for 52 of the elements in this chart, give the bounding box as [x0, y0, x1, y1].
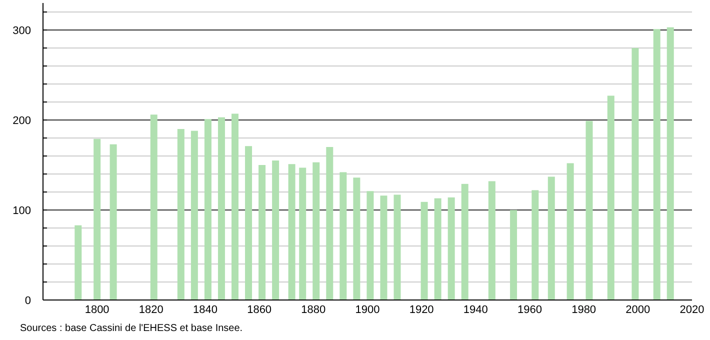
bar — [288, 164, 296, 300]
bar — [326, 147, 334, 300]
x-tick-label: 1860 — [247, 304, 272, 316]
bar — [666, 27, 674, 300]
x-tick-label: 1960 — [518, 304, 542, 316]
x-tick-label: 2020 — [680, 304, 704, 316]
bar — [607, 96, 614, 300]
bar — [94, 138, 101, 300]
bar — [632, 48, 639, 300]
bar — [177, 129, 184, 300]
x-tick-label: 1800 — [84, 304, 110, 316]
bar — [488, 181, 496, 300]
x-tick-label: 1820 — [138, 304, 164, 316]
x-tick-label: 1840 — [193, 304, 218, 316]
bar — [510, 210, 518, 300]
bar — [548, 176, 555, 300]
x-tick-label: 1980 — [572, 304, 596, 316]
bar — [312, 162, 320, 300]
bar — [218, 117, 225, 300]
y-tick-label: 200 — [12, 114, 31, 127]
x-tick-label: 1940 — [463, 304, 488, 316]
bar — [190, 130, 198, 300]
bar — [380, 196, 388, 300]
bar — [110, 144, 117, 300]
bar — [420, 202, 428, 300]
bar — [299, 168, 306, 300]
bar — [448, 197, 455, 300]
bar — [353, 178, 360, 300]
bar — [434, 198, 442, 300]
bar — [231, 114, 238, 300]
bar — [366, 191, 374, 300]
x-tick-label: 2000 — [626, 304, 650, 316]
bar — [586, 120, 593, 300]
bar — [532, 190, 539, 300]
bar — [653, 29, 660, 300]
y-tick-label: 0 — [24, 294, 31, 307]
y-tick-label: 300 — [12, 24, 31, 37]
source-note: Sources : base Cassini de l'EHESS et base Insee. — [20, 323, 243, 334]
bar — [258, 165, 266, 300]
bar — [272, 160, 280, 300]
bar — [74, 225, 82, 300]
bar — [340, 172, 347, 300]
bar — [204, 119, 212, 300]
x-tick-label: 1920 — [409, 304, 434, 316]
x-tick-label: 1880 — [301, 304, 326, 316]
x-tick-label: 1900 — [355, 304, 380, 316]
y-tick-label: 100 — [12, 204, 31, 217]
bar — [245, 146, 252, 300]
bar — [461, 184, 468, 300]
bar — [394, 194, 401, 300]
bar — [150, 114, 158, 300]
bar — [566, 163, 574, 300]
